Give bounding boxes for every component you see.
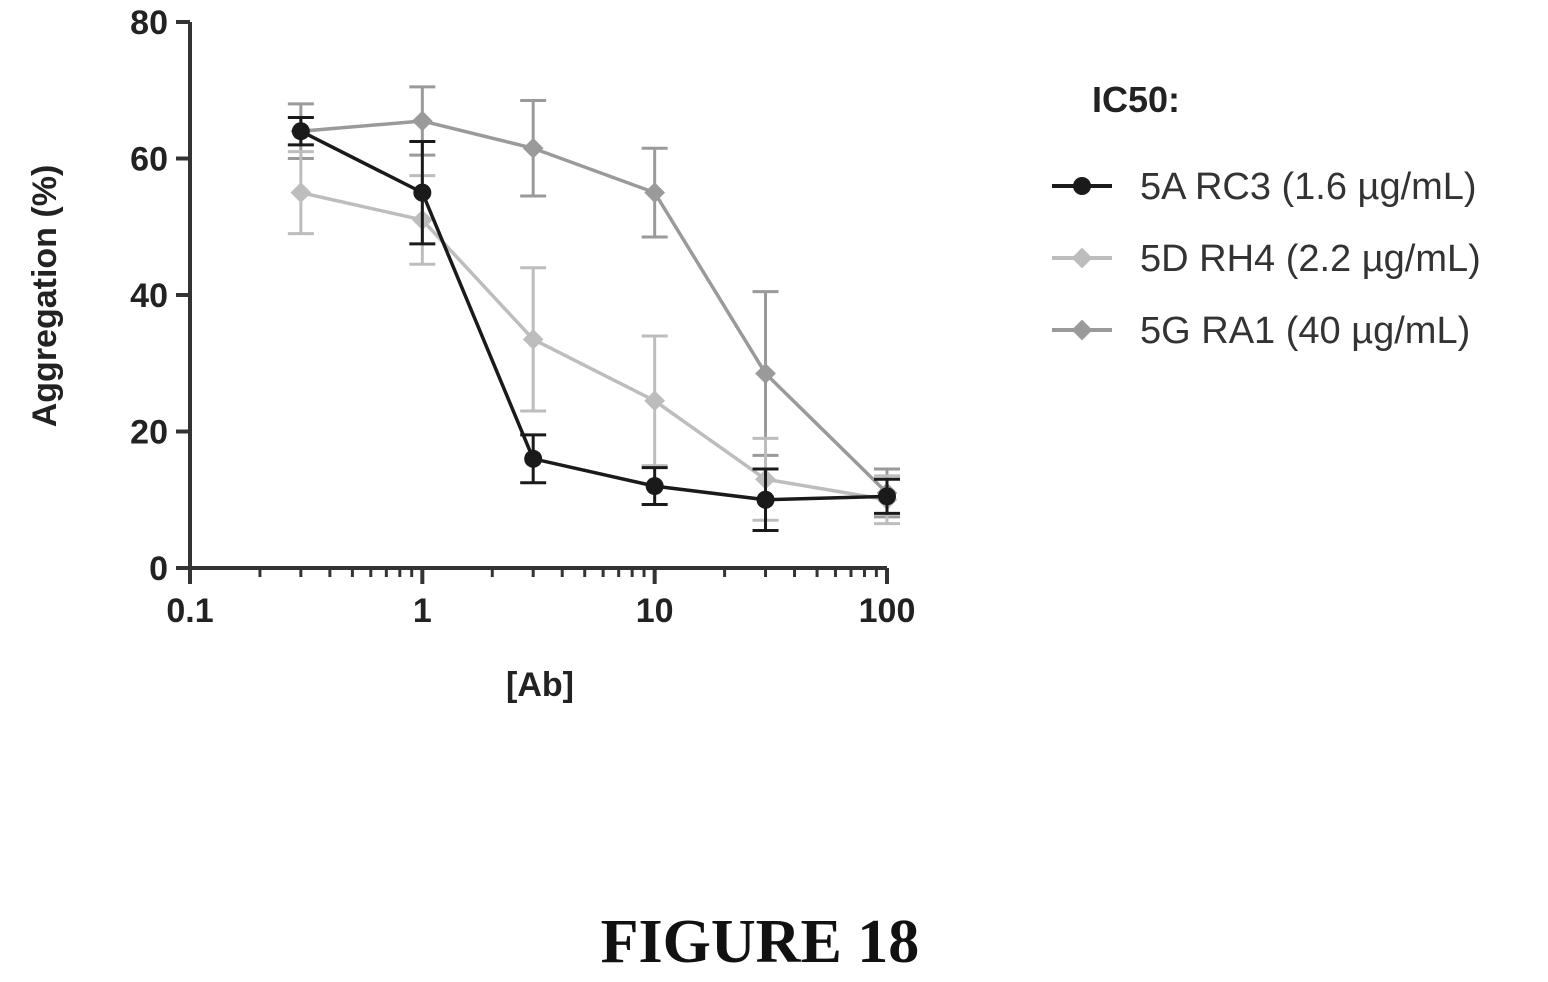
legend-swatch-marker — [1073, 177, 1091, 195]
x-axis-title: [Ab] — [506, 666, 574, 704]
data-point — [645, 477, 664, 496]
y-axis-title: Aggregation (%) — [26, 165, 64, 428]
data-point — [291, 122, 310, 141]
legend: IC50: 5A RC3 (1.6 µg/mL) 5D RH4 (2.2 µg/m… — [1052, 79, 1481, 352]
series-2 — [287, 150, 900, 526]
data-point — [756, 490, 775, 509]
y-tick-label: 0 — [149, 550, 168, 588]
data-point — [413, 183, 432, 202]
legend-item: 5D RH4 (2.2 µg/mL) — [1052, 238, 1481, 280]
x-tick-label: 100 — [859, 592, 916, 630]
series-1 — [287, 116, 900, 532]
figure-caption: FIGURE 18 — [601, 908, 920, 976]
y-tick-label: 60 — [130, 141, 168, 179]
plot-area — [287, 85, 900, 532]
data-point — [522, 137, 544, 159]
series-line — [300, 119, 889, 495]
legend-heading: IC50: — [1092, 79, 1180, 120]
x-tick-label: 0.1 — [166, 592, 213, 630]
y-tick-label: 80 — [130, 4, 168, 42]
y-tick-label: 20 — [130, 414, 168, 452]
data-point — [290, 182, 312, 203]
tick-marks — [176, 20, 889, 584]
x-tick-label: 10 — [636, 592, 674, 630]
data-point — [644, 182, 666, 203]
series-line — [300, 190, 888, 502]
data-point — [524, 449, 543, 468]
legend-label: 5G RA1 (40 µg/mL) — [1140, 310, 1470, 352]
data-point — [755, 363, 776, 384]
legend-swatch-marker — [1071, 247, 1093, 269]
legend-swatch-marker — [1071, 319, 1093, 341]
series-line — [300, 129, 888, 502]
tick-labels: 0 20 40 60 80 0.1 1 10 100 — [130, 4, 915, 630]
data-point — [411, 110, 433, 132]
legend-item: 5G RA1 (40 µg/mL) — [1052, 310, 1470, 352]
data-point — [644, 390, 666, 412]
legend-item: 5A RC3 (1.6 µg/mL) — [1052, 166, 1477, 208]
legend-label: 5A RC3 (1.6 µg/mL) — [1140, 166, 1477, 208]
series-3 — [287, 85, 900, 519]
x-tick-label: 1 — [413, 592, 432, 630]
legend-label: 5D RH4 (2.2 µg/mL) — [1140, 238, 1481, 280]
data-point — [522, 329, 544, 350]
y-tick-label: 40 — [130, 277, 168, 315]
data-point — [878, 487, 896, 506]
